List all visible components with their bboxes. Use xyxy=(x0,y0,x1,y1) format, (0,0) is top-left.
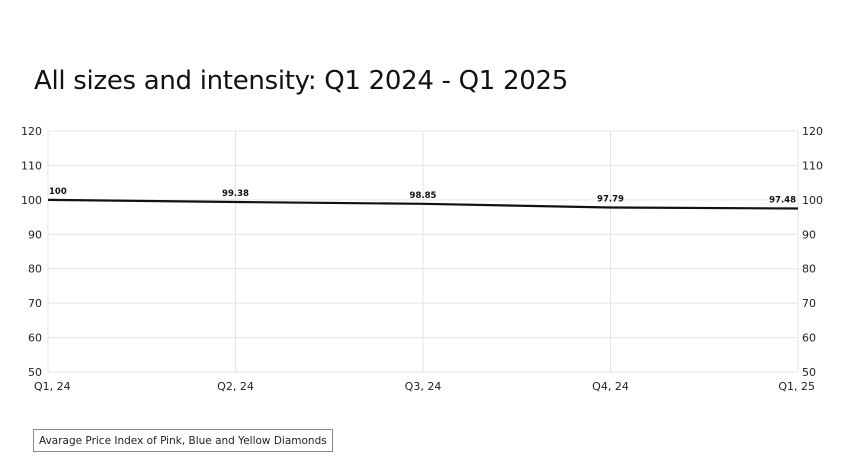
y-tick-label-left: 120 xyxy=(21,125,42,138)
grid-lines xyxy=(47,130,799,373)
right-y-axis-ticks: 120 110 100 90 80 70 60 50 xyxy=(802,125,823,379)
x-tick-label: Q4, 24 xyxy=(592,380,629,393)
y-tick-label-left: 70 xyxy=(28,297,42,310)
chart-title: All sizes and intensity: Q1 2024 - Q1 20… xyxy=(34,66,568,96)
y-tick-label-left: 90 xyxy=(28,228,42,241)
data-labels: 100 99.38 98.85 97.79 97.48 xyxy=(49,187,796,206)
data-label: 97.79 xyxy=(597,194,624,204)
y-tick-label-right: 120 xyxy=(802,125,823,138)
legend-entry: Avarage Price Index of Pink, Blue and Ye… xyxy=(33,429,333,452)
y-tick-label-right: 60 xyxy=(802,332,816,345)
data-label: 98.85 xyxy=(410,191,437,201)
data-label: 97.48 xyxy=(769,196,796,206)
legend-label: Avarage Price Index of Pink, Blue and Ye… xyxy=(39,434,327,447)
y-tick-label-right: 110 xyxy=(802,159,823,172)
series-lines xyxy=(47,198,799,210)
left-y-axis-ticks: 120 110 100 90 80 70 60 50 xyxy=(21,125,42,379)
y-tick-label-right: 80 xyxy=(802,263,816,276)
data-label: 100 xyxy=(49,187,67,197)
y-tick-label-left: 100 xyxy=(21,194,42,207)
x-tick-label: Q1, 24 xyxy=(34,380,71,393)
y-tick-label-left: 80 xyxy=(28,263,42,276)
y-tick-label-left: 50 xyxy=(28,366,42,379)
data-label: 99.38 xyxy=(222,189,249,199)
x-tick-label: Q3, 24 xyxy=(405,380,442,393)
y-tick-label-left: 60 xyxy=(28,332,42,345)
x-axis-ticks: Q1, 24 Q2, 24 Q3, 24 Q4, 24 Q1, 25 xyxy=(34,380,815,393)
series-line xyxy=(47,198,799,210)
x-tick-label: Q1, 25 xyxy=(778,380,815,393)
y-tick-label-left: 110 xyxy=(21,159,42,172)
x-tick-label: Q2, 24 xyxy=(217,380,254,393)
y-tick-label-right: 100 xyxy=(802,194,823,207)
y-tick-label-right: 90 xyxy=(802,228,816,241)
y-tick-label-right: 50 xyxy=(802,366,816,379)
y-tick-label-right: 70 xyxy=(802,297,816,310)
